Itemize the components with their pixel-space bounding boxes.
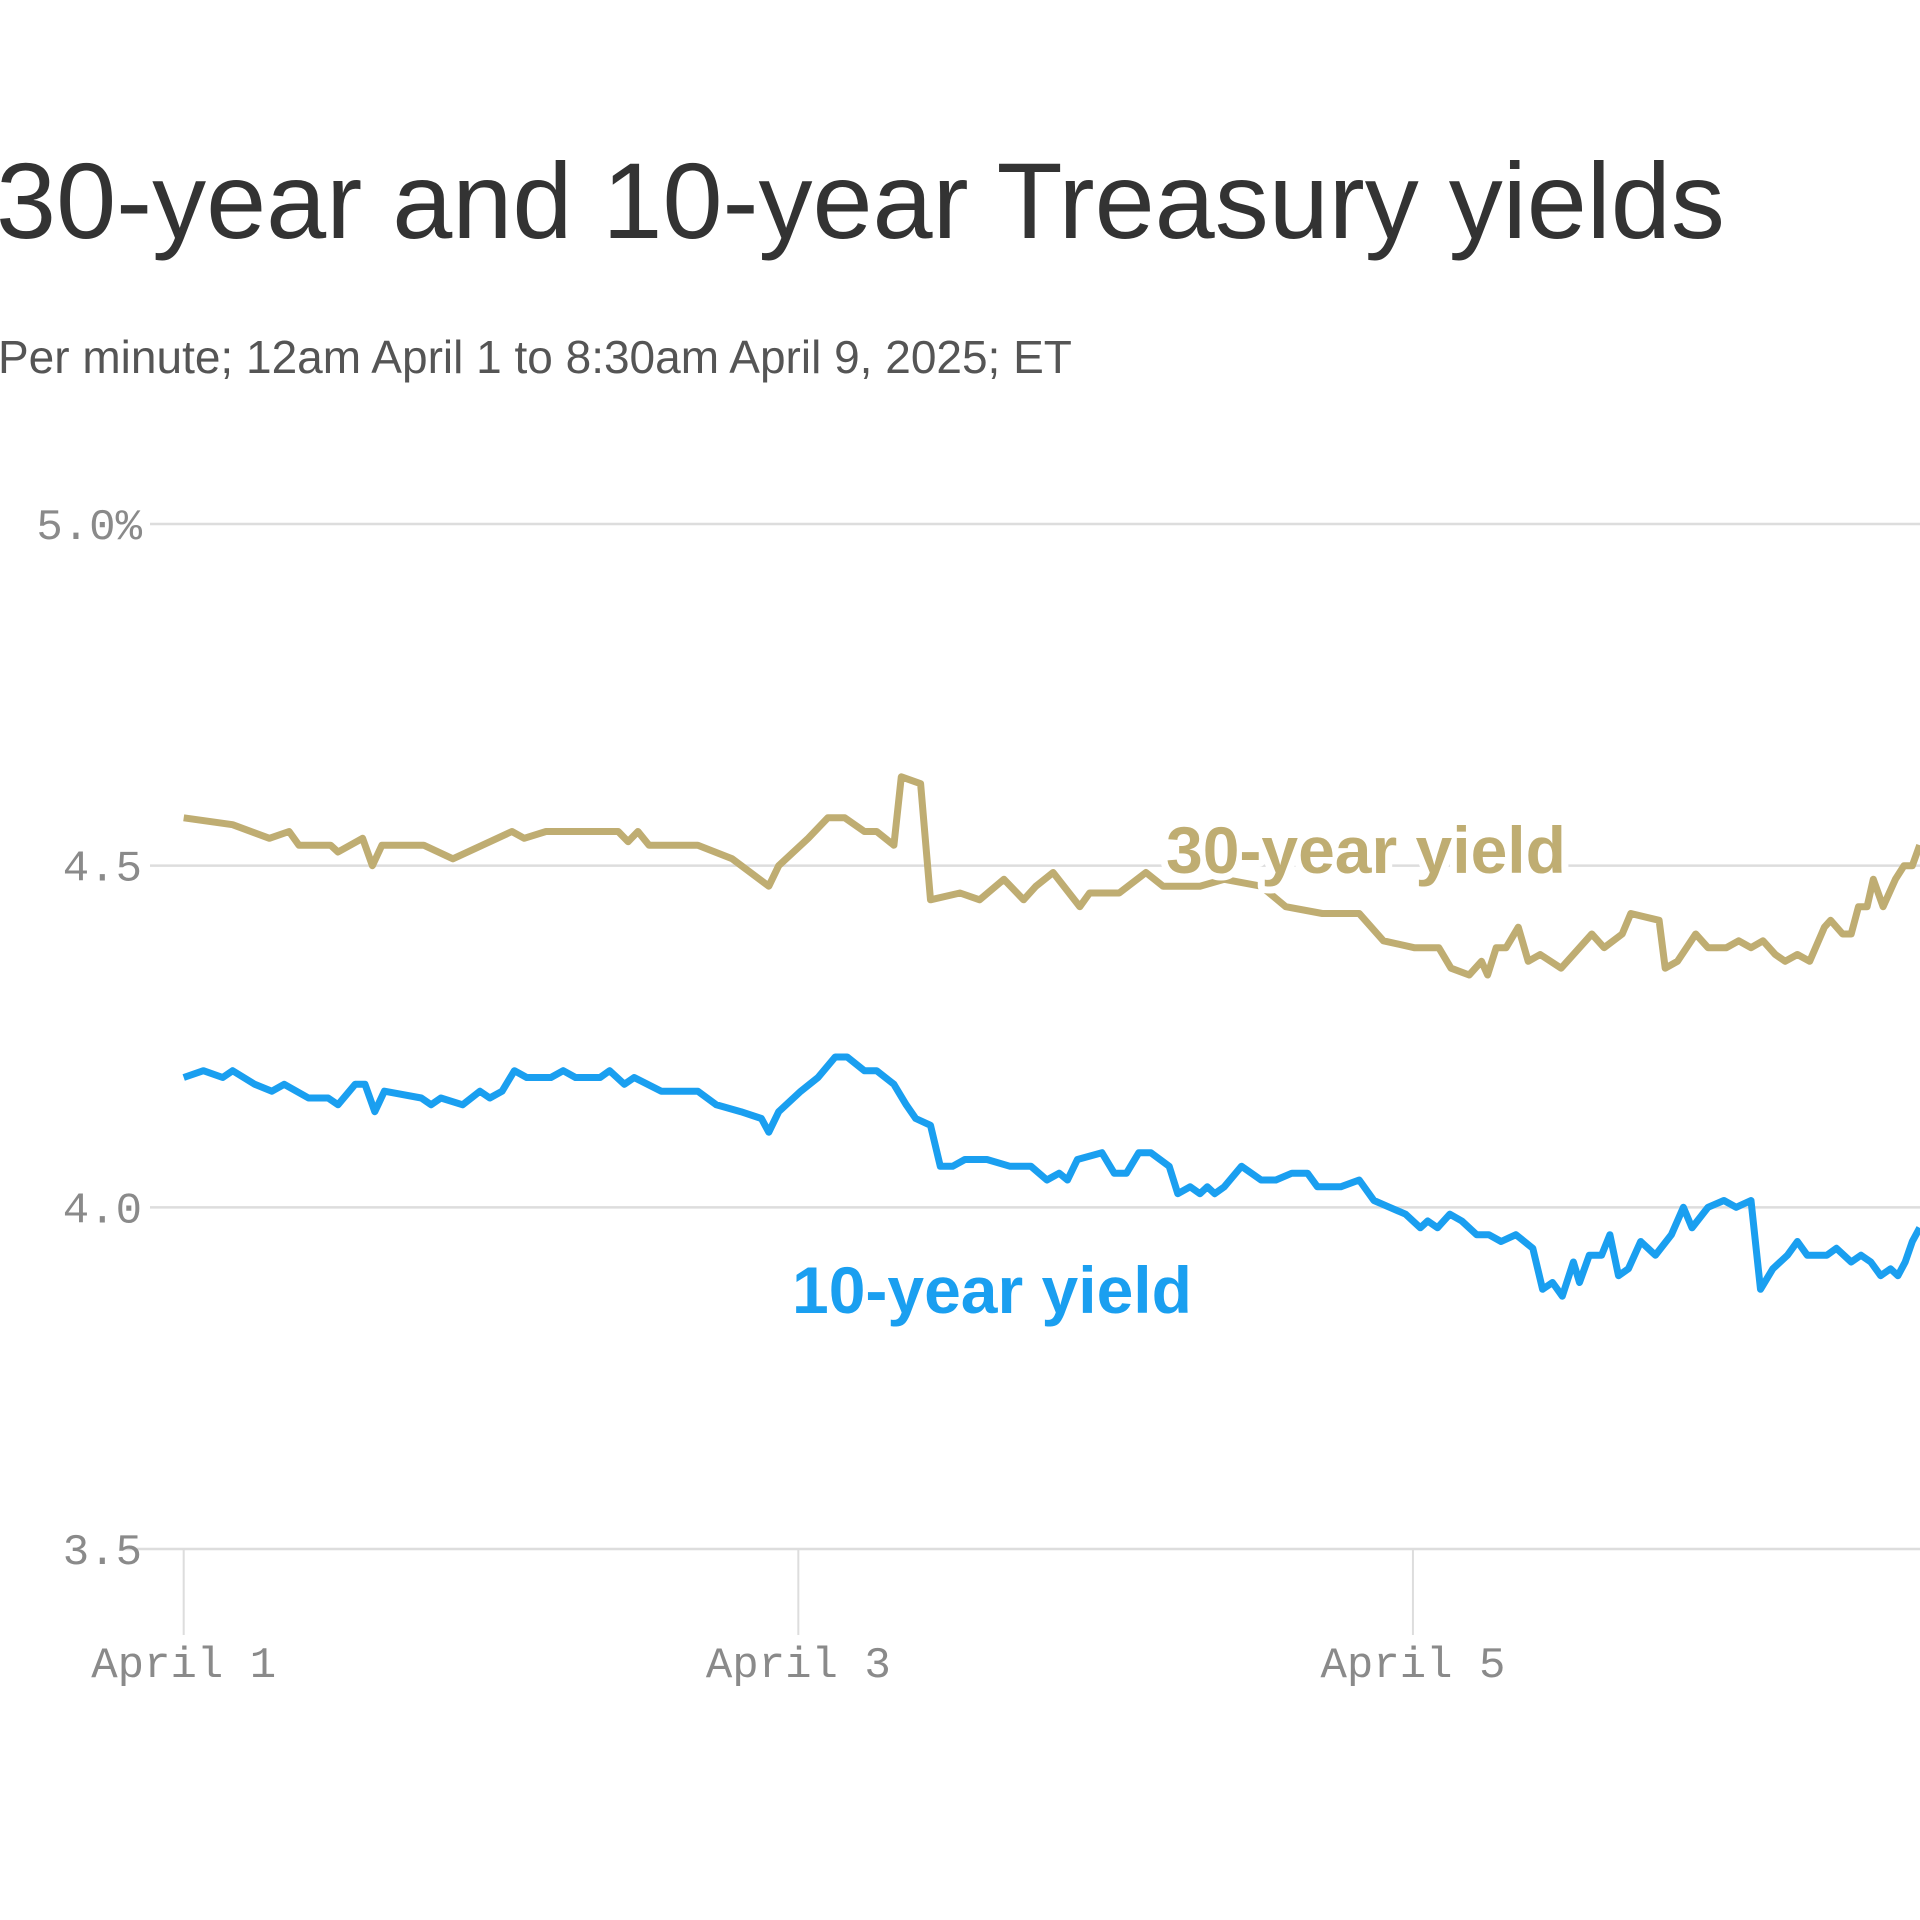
series-line xyxy=(183,773,1920,979)
series-label-halo: 30-year yield xyxy=(1166,813,1566,887)
series-label-halo: 10-year yield xyxy=(792,1253,1192,1327)
chart-subtitle: Per minute; 12am April 1 to 8:30am April… xyxy=(0,331,1072,383)
y-tick-label: 3.5 xyxy=(63,1528,142,1578)
series-label: 10-year yield xyxy=(792,1253,1192,1327)
x-tick-label: April 1 xyxy=(91,1641,276,1691)
y-tick-label: 5.0% xyxy=(36,503,142,553)
chart-title: 30-year and 10-year Treasury yields xyxy=(0,140,1725,261)
y-tick-label: 4.0 xyxy=(63,1186,142,1236)
series-label: 30-year yield xyxy=(1166,813,1566,887)
y-tick-label: 4.5 xyxy=(63,845,142,895)
x-tick-label: April 3 xyxy=(706,1641,891,1691)
x-tick-label: April 5 xyxy=(1321,1641,1506,1691)
series-line xyxy=(182,1053,1920,1300)
